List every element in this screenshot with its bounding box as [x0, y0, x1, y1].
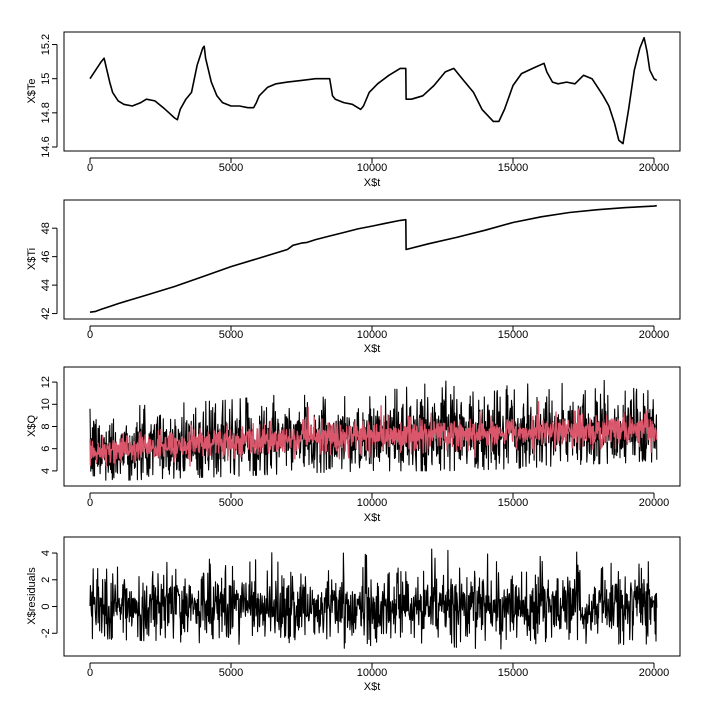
- y-tick-label: 6: [40, 446, 52, 452]
- y-tick-label: 46: [40, 251, 52, 263]
- x-axis-q: 0 5000 10000 15000 20000: [87, 492, 670, 509]
- y-tick-label: 4: [40, 550, 52, 556]
- y-tick-label: -2: [40, 628, 52, 638]
- y-tick-label: 2: [40, 577, 52, 583]
- x-axis-label-residuals: X$t: [364, 681, 381, 693]
- x-tick-label: 5000: [219, 667, 243, 679]
- panel-ti: 0 5000 10000 15000 20000 42 44 46 48 X$t X$Ti: [26, 199, 681, 355]
- x-tick-label: 10000: [357, 497, 388, 509]
- series-line-q-1: [89, 400, 658, 467]
- y-tick-label: 0: [40, 603, 52, 609]
- panel-residuals: 0 5000 10000 15000 20000 -2 0 2 4 X$t X$residua…: [26, 536, 681, 693]
- plot-frame-q: [63, 366, 681, 487]
- y-tick-label: 42: [40, 307, 52, 319]
- y-axis-label-residuals: X$residuals: [26, 567, 38, 625]
- plot-frame-te: [63, 31, 681, 152]
- plot-frame-ti: [63, 199, 681, 320]
- y-axis-residuals: -2 0 2 4: [40, 550, 58, 638]
- series-line-residuals-0: [89, 548, 658, 650]
- x-tick-label: 0: [87, 497, 93, 509]
- x-tick-label: 20000: [639, 162, 670, 174]
- y-tick-label: 4: [40, 468, 52, 474]
- x-tick-label: 15000: [498, 162, 529, 174]
- x-tick-label: 10000: [357, 667, 388, 679]
- y-axis-label-te: X$Te: [26, 78, 38, 103]
- series-layer-residuals: [89, 548, 658, 650]
- x-axis-label-q: X$t: [364, 512, 381, 524]
- y-tick-label: 12: [40, 376, 52, 388]
- x-tick-label: 0: [87, 162, 93, 174]
- x-tick-label: 10000: [357, 329, 388, 341]
- y-tick-label: 15: [40, 73, 52, 85]
- x-tick-label: 0: [87, 329, 93, 341]
- x-tick-label: 0: [87, 667, 93, 679]
- series-line-te-0: [89, 36, 658, 145]
- x-tick-label: 10000: [357, 162, 388, 174]
- x-axis-residuals: 0 5000 10000 15000 20000: [87, 662, 670, 679]
- x-tick-label: 15000: [498, 329, 529, 341]
- x-axis-ti: 0 5000 10000 15000 20000: [87, 325, 670, 341]
- x-axis-label-te: X$t: [364, 177, 381, 189]
- y-axis-label-ti: X$Ti: [26, 248, 38, 270]
- panel-q: 0 5000 10000 15000 20000 4 6 8 10 12 X$t X$Q: [26, 366, 681, 524]
- x-tick-label: 5000: [219, 162, 243, 174]
- x-axis-label-ti: X$t: [364, 343, 381, 355]
- x-axis-te: 0 5000 10000 15000 20000: [87, 157, 670, 174]
- y-tick-label: 48: [40, 222, 52, 234]
- y-axis-q: 4 6 8 10 12: [40, 376, 58, 474]
- series-line-ti-0: [89, 204, 657, 313]
- y-tick-label: 14.6: [40, 136, 52, 157]
- series-layer-q: [89, 379, 658, 481]
- x-tick-label: 20000: [639, 667, 670, 679]
- y-tick-label: 8: [40, 423, 52, 429]
- y-tick-label: 14.8: [40, 102, 52, 123]
- y-tick-label: 10: [40, 398, 52, 410]
- x-tick-label: 15000: [498, 667, 529, 679]
- y-tick-label: 44: [40, 279, 52, 291]
- x-tick-label: 15000: [498, 497, 529, 509]
- y-axis-label-q: X$Q: [26, 415, 38, 437]
- x-tick-label: 20000: [639, 329, 670, 341]
- series-layer-te: [89, 36, 658, 145]
- x-tick-label: 20000: [639, 497, 670, 509]
- plot-frame-residuals: [63, 536, 681, 657]
- series-layer-ti: [89, 204, 657, 313]
- x-tick-label: 5000: [219, 329, 243, 341]
- y-axis-te: 14.6 14.8 15 15.2: [40, 34, 58, 158]
- x-tick-label: 5000: [219, 497, 243, 509]
- y-tick-label: 15.2: [40, 34, 52, 55]
- y-axis-ti: 42 44 46 48: [40, 222, 58, 320]
